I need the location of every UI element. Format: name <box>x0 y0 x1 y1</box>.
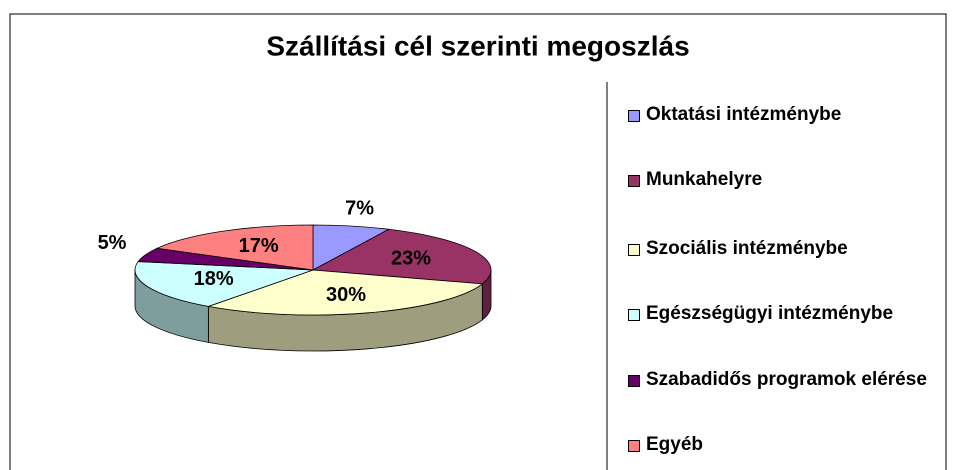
legend-label: Egyéb <box>646 434 704 455</box>
legend-swatch <box>628 440 640 452</box>
pie-slice <box>155 224 314 271</box>
legend-swatch <box>628 375 640 387</box>
chart-frame <box>9 13 947 470</box>
legend-entry: Egyéb <box>628 433 943 457</box>
legend-label: Szabadidős programok elérése <box>646 369 927 390</box>
legend-label: Egészségügyi intézménybe <box>646 303 894 324</box>
pie-walls <box>134 269 492 352</box>
legend-swatch <box>628 175 640 187</box>
legend-swatch <box>628 110 640 122</box>
data-label: 5% <box>98 232 127 254</box>
legend-entry: Munkahelyre <box>628 168 943 192</box>
legend-label: Munkahelyre <box>646 169 763 190</box>
pie-slice <box>206 269 484 316</box>
legend-swatch <box>628 244 640 256</box>
pie-slice <box>311 228 492 285</box>
legend-label: Szociális intézménybe <box>646 238 848 259</box>
data-label: 23% <box>391 248 431 270</box>
legend-entry: Szociális intézménybe <box>628 237 943 261</box>
pie-slice <box>134 261 314 307</box>
legend-entry: Szabadidős programok elérése <box>628 368 943 392</box>
legend-entry: Egészségügyi intézménybe <box>628 302 943 326</box>
chart-title: Szállítási cél szerinti megoszlás <box>266 30 689 61</box>
data-label: 17% <box>239 235 279 257</box>
legend-label: Oktatási intézménybe <box>646 104 842 125</box>
data-label: 30% <box>326 284 366 306</box>
data-label: 7% <box>345 198 374 220</box>
legend-swatch <box>628 309 640 321</box>
legend-entry: Oktatási intézménybe <box>628 103 943 127</box>
data-label: 18% <box>194 268 234 290</box>
pie-tops <box>134 224 492 316</box>
